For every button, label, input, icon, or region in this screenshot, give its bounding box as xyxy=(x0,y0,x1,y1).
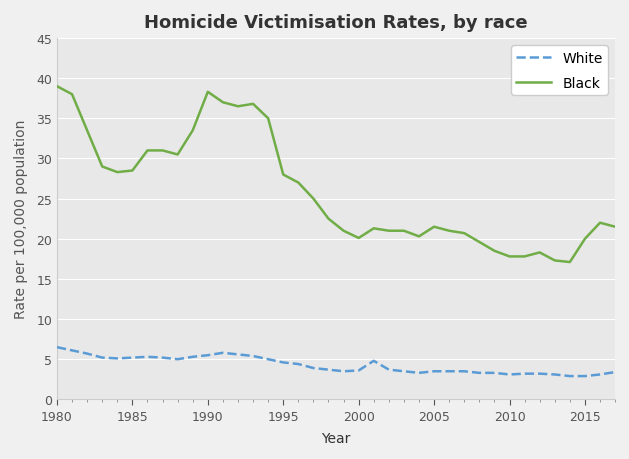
Black xyxy=(113,170,121,175)
Black xyxy=(415,234,423,240)
White xyxy=(596,372,604,377)
White xyxy=(159,355,166,361)
Y-axis label: Rate per 100,000 population: Rate per 100,000 population xyxy=(14,120,28,319)
Black xyxy=(325,217,332,222)
Line: Black: Black xyxy=(57,87,615,263)
White xyxy=(506,372,513,377)
White xyxy=(264,357,272,362)
Black xyxy=(506,254,513,260)
Black xyxy=(340,229,347,234)
Black xyxy=(84,129,91,134)
Black xyxy=(430,224,438,230)
White xyxy=(128,355,136,361)
Legend: White, Black: White, Black xyxy=(511,46,608,96)
Black xyxy=(460,231,468,236)
Black xyxy=(69,92,76,98)
White xyxy=(234,352,242,358)
Black xyxy=(279,173,287,178)
White xyxy=(84,351,91,357)
White xyxy=(476,370,483,376)
Black xyxy=(128,168,136,174)
Black xyxy=(53,84,61,90)
White xyxy=(355,368,362,374)
Black xyxy=(234,104,242,110)
Black xyxy=(143,148,151,154)
White xyxy=(113,356,121,361)
White xyxy=(53,345,61,350)
Black xyxy=(445,229,453,234)
Black xyxy=(596,220,604,226)
White xyxy=(99,355,106,361)
White xyxy=(204,353,211,358)
White xyxy=(551,372,559,377)
White xyxy=(611,369,619,375)
Black xyxy=(581,236,589,242)
Black xyxy=(264,116,272,122)
Line: White: White xyxy=(57,347,615,376)
White xyxy=(385,367,392,373)
White xyxy=(491,370,498,376)
Black xyxy=(566,260,574,265)
White xyxy=(219,350,226,356)
White xyxy=(143,354,151,360)
Black xyxy=(249,102,257,107)
White xyxy=(294,362,302,367)
Black xyxy=(400,229,408,234)
Black xyxy=(385,229,392,234)
White xyxy=(279,360,287,365)
White xyxy=(460,369,468,374)
White xyxy=(340,369,347,374)
White xyxy=(325,367,332,373)
White xyxy=(370,358,377,364)
Black xyxy=(309,196,317,202)
White xyxy=(566,374,574,379)
Black xyxy=(521,254,528,260)
Black xyxy=(491,248,498,254)
White xyxy=(189,354,196,360)
White xyxy=(581,374,589,379)
Black xyxy=(219,100,226,106)
Black xyxy=(294,180,302,186)
Black xyxy=(189,129,196,134)
White xyxy=(430,369,438,374)
White xyxy=(309,365,317,371)
Title: Homicide Victimisation Rates, by race: Homicide Victimisation Rates, by race xyxy=(144,14,528,32)
White xyxy=(69,348,76,353)
White xyxy=(415,370,423,376)
White xyxy=(249,353,257,359)
Black xyxy=(370,226,377,232)
Black xyxy=(476,240,483,245)
Black xyxy=(551,258,559,263)
White xyxy=(400,369,408,374)
X-axis label: Year: Year xyxy=(321,431,351,445)
Black xyxy=(355,235,362,241)
Black xyxy=(99,164,106,170)
Black xyxy=(536,250,543,256)
Black xyxy=(159,148,166,154)
White xyxy=(174,357,181,362)
Black xyxy=(204,90,211,95)
White xyxy=(445,369,453,374)
White xyxy=(536,371,543,376)
Black xyxy=(174,152,181,158)
White xyxy=(521,371,528,376)
Black xyxy=(611,224,619,230)
